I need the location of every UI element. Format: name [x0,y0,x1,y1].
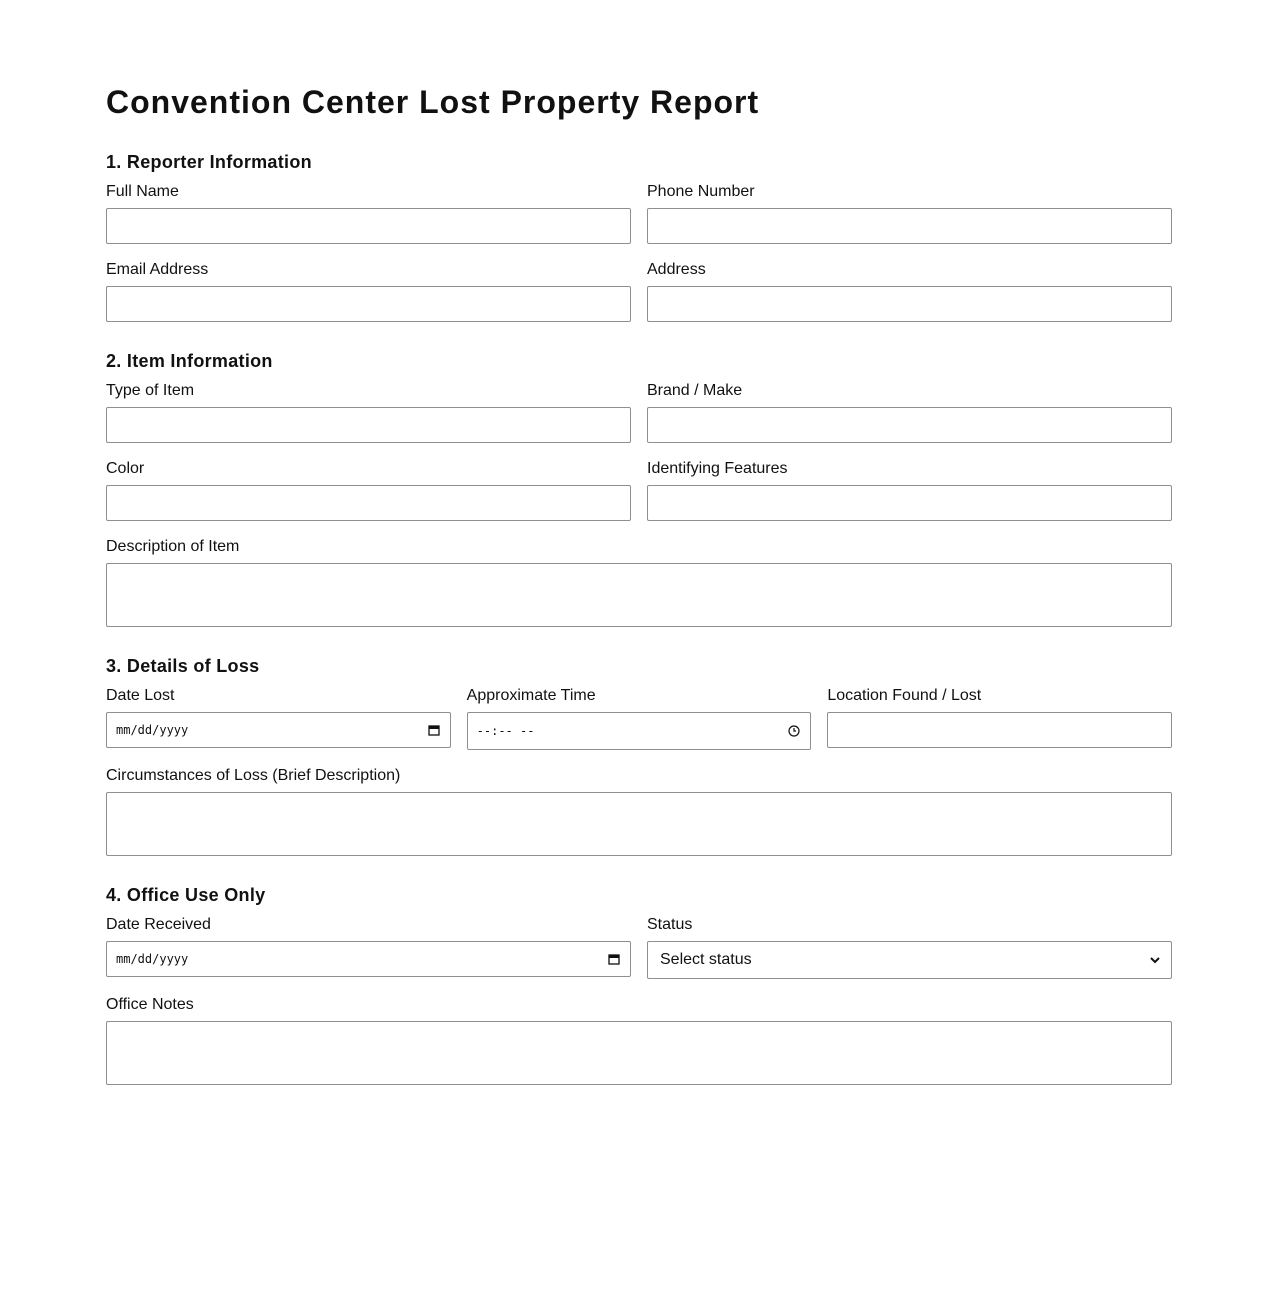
time-input[interactable]: --:-- -- [466,712,812,750]
field-label: Description of Item [106,538,240,555]
field: Approximate Time --:-- -- [466,686,812,750]
textarea[interactable] [106,1021,1172,1085]
placeholder: mm/dd/yyyy [116,723,189,737]
field-grid: Type of Item Brand / Make Color Identify… [106,381,1172,627]
field: Email Address [106,260,631,322]
field-label: Circumstances of Loss (Brief Description… [106,767,401,784]
report-form: Convention Center Lost Property Report 1… [106,80,1172,1085]
field: Date Received mm/dd/yyyy [106,915,631,979]
text-input[interactable] [647,407,1172,443]
form-title: Convention Center Lost Property Report [106,84,760,120]
chevron-icon[interactable] [1149,954,1161,966]
text-input[interactable] [647,208,1172,244]
text-input[interactable] [647,485,1172,521]
text-input[interactable] [106,208,631,244]
field-grid: Date Received mm/dd/yyyy Status Select s… [106,915,1172,1085]
text-input[interactable] [647,286,1172,322]
clock-icon[interactable] [788,725,800,737]
placeholder: --:-- -- [476,724,535,738]
field-label: Location Found / Lost [827,687,982,704]
field: Status Select status [647,915,1172,979]
field-label: Type of Item [106,382,195,399]
field-label: Approximate Time [466,687,596,704]
field: Type of Item [106,381,631,443]
date-input[interactable]: mm/dd/yyyy [106,941,631,977]
field-label: Identifying Features [647,460,788,477]
field: Address [647,260,1172,322]
calendar-icon[interactable] [428,724,440,736]
field: Phone Number [647,182,1172,244]
section-heading: 3. Details of Loss [106,656,260,676]
calendar-icon[interactable] [608,953,620,965]
section-heading: 4. Office Use Only [106,885,266,905]
field: Office Notes [106,995,1172,1085]
field-label: Date Received [106,916,211,933]
field: Description of Item [106,537,1172,627]
field-label: Full Name [106,183,179,200]
section-heading: 2. Item Information [106,351,273,371]
section-heading: 1. Reporter Information [106,152,312,172]
field-grid: Date Lost mm/dd/yyyy Approximate Time --… [106,686,1172,856]
text-input[interactable] [106,485,631,521]
field: Date Lost mm/dd/yyyy [106,686,451,750]
field-label: Office Notes [106,996,194,1013]
field-label: Email Address [106,261,209,278]
textarea[interactable] [106,792,1172,856]
field-label: Status [647,916,693,933]
field: Identifying Features [647,459,1172,521]
field: Brand / Make [647,381,1172,443]
placeholder: mm/dd/yyyy [116,952,189,966]
textarea[interactable] [106,563,1172,627]
field: Full Name [106,182,631,244]
text-input[interactable] [106,286,631,322]
field-label: Address [647,261,706,278]
select-value: Select status [660,951,752,968]
field-label: Date Lost [106,687,175,704]
text-input[interactable] [827,712,1172,748]
field-label: Color [106,460,145,477]
field: Location Found / Lost [827,686,1172,750]
field: Color [106,459,631,521]
date-input[interactable]: mm/dd/yyyy [106,712,451,748]
text-input[interactable] [106,407,631,443]
field-label: Brand / Make [647,382,743,399]
field-grid: Full Name Phone Number Email Address Add… [106,182,1172,322]
status-select[interactable]: Select status [647,941,1172,979]
field: Circumstances of Loss (Brief Description… [106,766,1172,856]
field-label: Phone Number [647,183,755,200]
